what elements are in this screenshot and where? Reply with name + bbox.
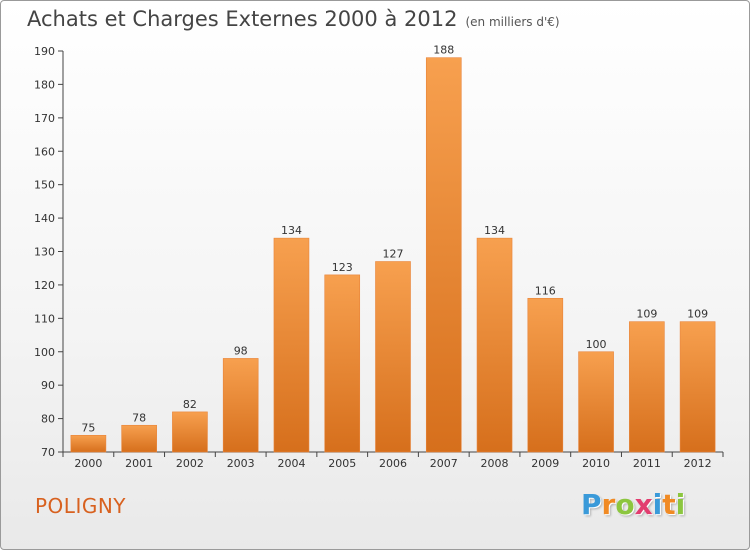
value-label-2005: 123 — [332, 261, 353, 274]
proxiti-logo: Proxiti — [581, 488, 685, 521]
y-tick-label: 120 — [34, 279, 55, 292]
x-tick-label: 2004 — [277, 457, 305, 470]
logo-letter: x — [634, 488, 653, 521]
value-label-2004: 134 — [281, 224, 302, 237]
y-tick-label: 90 — [41, 379, 55, 392]
bar-2002 — [172, 411, 208, 453]
y-tick-label: 170 — [34, 112, 55, 125]
bar-2011 — [629, 321, 665, 453]
y-tick-label: 80 — [41, 413, 55, 426]
y-tick-label: 100 — [34, 346, 55, 359]
x-tick-label: 2011 — [633, 457, 661, 470]
bar-2000 — [70, 434, 107, 453]
x-tick-label: 2000 — [74, 457, 102, 470]
x-tick-label: 2002 — [176, 457, 204, 470]
x-tick-label: 2003 — [227, 457, 255, 470]
y-tick-label: 70 — [41, 446, 55, 459]
logo-letter: r — [601, 488, 616, 521]
value-labels: 75 78 82 98 134 123 127 188 134 116 100 109 109 — [81, 44, 708, 435]
value-label-2009: 116 — [535, 284, 556, 297]
bar-2003 — [222, 358, 259, 453]
y-tick-label: 180 — [34, 78, 55, 91]
value-label-2010: 100 — [586, 338, 607, 351]
value-label-2001: 78 — [132, 411, 146, 424]
y-tick-label: 150 — [34, 179, 55, 192]
y-tick-label: 140 — [34, 212, 55, 225]
value-label-2011: 109 — [636, 308, 657, 321]
x-tick-label: 2006 — [379, 457, 407, 470]
chart-title-text: Achats et Charges Externes 2000 à 2012 — [27, 7, 458, 31]
place-name: POLIGNY — [35, 494, 127, 518]
y-tick-label: 110 — [34, 312, 55, 325]
bar-2012 — [679, 321, 716, 453]
bar-2004 — [273, 237, 310, 453]
bar-2007 — [425, 57, 462, 453]
axes: 70 80 90 100 110 120 130 140 150 160 170 180 190 2000… — [34, 45, 724, 470]
x-tick-label: 2005 — [328, 457, 356, 470]
x-tick-label: 2001 — [125, 457, 153, 470]
y-tick-label: 130 — [34, 246, 55, 259]
chart-subtitle: (en milliers d'€) — [465, 15, 560, 29]
value-label-2002: 82 — [183, 398, 197, 411]
logo-letter: t — [662, 488, 676, 521]
value-label-2000: 75 — [81, 421, 95, 434]
bar-2006 — [375, 261, 411, 453]
chart-title: Achats et Charges Externes 2000 à 2012 (e… — [27, 7, 560, 31]
y-tick-label: 160 — [34, 145, 55, 158]
x-tick-label: 2012 — [684, 457, 712, 470]
bar-2010 — [578, 351, 614, 453]
x-tick-label: 2009 — [531, 457, 559, 470]
logo-letter: P — [581, 488, 602, 521]
x-tick-label: 2008 — [481, 457, 509, 470]
value-label-2007: 188 — [433, 44, 454, 57]
bars — [70, 57, 716, 453]
x-tick-label: 2007 — [430, 457, 458, 470]
bar-2005 — [324, 274, 361, 453]
logo-letter: i — [675, 488, 686, 521]
value-label-2008: 134 — [484, 224, 505, 237]
value-label-2003: 98 — [234, 344, 248, 357]
y-tick-label: 190 — [34, 45, 55, 58]
x-tick-label: 2010 — [582, 457, 610, 470]
value-label-2012: 109 — [687, 308, 708, 321]
logo-letter: i — [652, 488, 663, 521]
bar-2001 — [121, 424, 157, 453]
value-label-2006: 127 — [383, 248, 404, 261]
logo-letter: o — [615, 488, 635, 521]
bar-2008 — [476, 237, 513, 453]
bar-2009 — [527, 297, 564, 453]
